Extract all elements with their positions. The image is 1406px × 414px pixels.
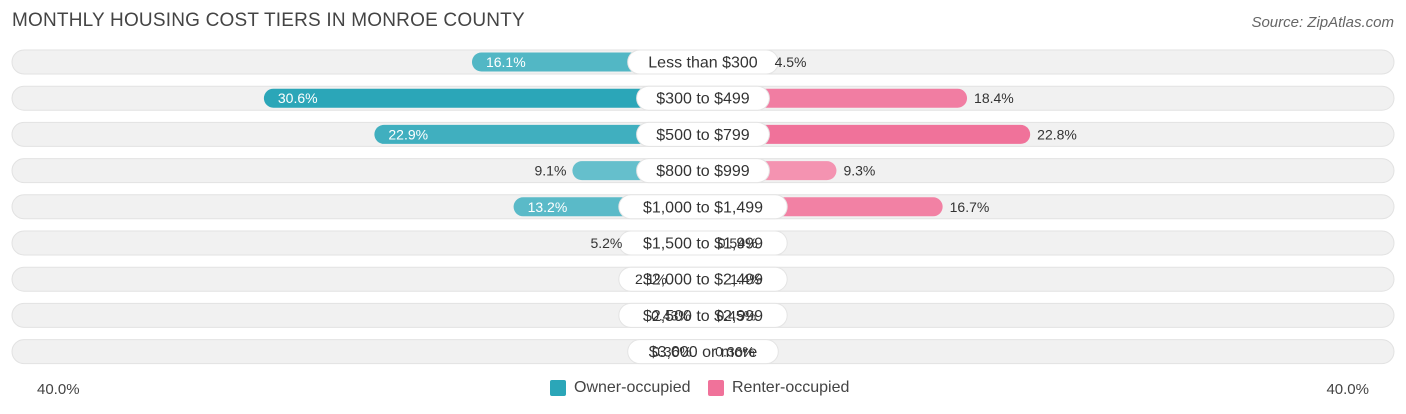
renter-value-label: 0.36%: [715, 344, 755, 360]
renter-value-label: 1.4%: [730, 271, 762, 287]
owner-bar: [374, 124, 703, 144]
legend-renter: Renter-occupied: [708, 379, 849, 397]
category-pill: [618, 266, 788, 292]
owner-value-label: 2.1%: [635, 271, 667, 287]
category-pill: [618, 194, 788, 220]
category-label: $2,000 to $2,499: [643, 272, 763, 289]
renter-value-label: 9.3%: [843, 163, 875, 179]
category-pill: [636, 121, 770, 147]
owner-value-label: 30.6%: [278, 90, 318, 106]
legend-renter-swatch: [708, 380, 724, 396]
category-label: $3,000 or more: [649, 344, 758, 361]
category-label: $500 to $799: [656, 127, 750, 144]
owner-value-label: 0.36%: [652, 344, 692, 360]
category-pill: [636, 158, 770, 184]
chart-title: MONTHLY HOUSING COST TIERS IN MONROE COU…: [12, 10, 525, 31]
category-label: $800 to $999: [656, 163, 750, 180]
renter-bar: [703, 88, 968, 108]
renter-value-label: 0.45%: [716, 307, 756, 323]
category-label: $1,000 to $1,499: [643, 199, 763, 216]
category-label: Less than $300: [648, 55, 758, 72]
renter-bar: [703, 124, 1031, 144]
chart-source: Source: ZipAtlas.com: [1251, 14, 1394, 31]
renter-value-label: 22.8%: [1037, 126, 1077, 142]
owner-value-label: 22.9%: [388, 126, 428, 142]
owner-value-label: 9.1%: [534, 163, 566, 179]
owner-bar: [263, 88, 703, 108]
axis-max-label: 40.0%: [1326, 381, 1369, 398]
owner-value-label: 13.2%: [528, 199, 568, 215]
renter-value-label: 0.54%: [718, 235, 758, 251]
legend-renter-label: Renter-occupied: [732, 379, 850, 396]
renter-value-label: 4.5%: [775, 54, 807, 70]
category-label: $300 to $499: [656, 91, 750, 108]
category-pill: [636, 85, 770, 111]
category-pill: [627, 49, 779, 75]
owner-value-label: 5.2%: [590, 235, 622, 251]
category-pill: [618, 302, 788, 328]
renter-value-label: 16.7%: [950, 199, 990, 215]
owner-value-label: 16.1%: [486, 54, 526, 70]
owner-value-label: 0.43%: [651, 307, 691, 323]
legend-owner-swatch: [550, 380, 566, 396]
legend-owner-label: Owner-occupied: [574, 379, 691, 396]
legend-owner: Owner-occupied: [550, 379, 691, 397]
category-pill: [627, 339, 779, 365]
category-label: $1,500 to $1,999: [643, 236, 763, 253]
renter-value-label: 18.4%: [974, 90, 1014, 106]
axis-min-label: 40.0%: [37, 381, 80, 398]
legend: Owner-occupied Renter-occupied: [0, 379, 1406, 401]
category-label: $2,500 to $2,999: [643, 308, 763, 325]
category-pill: [618, 230, 788, 256]
